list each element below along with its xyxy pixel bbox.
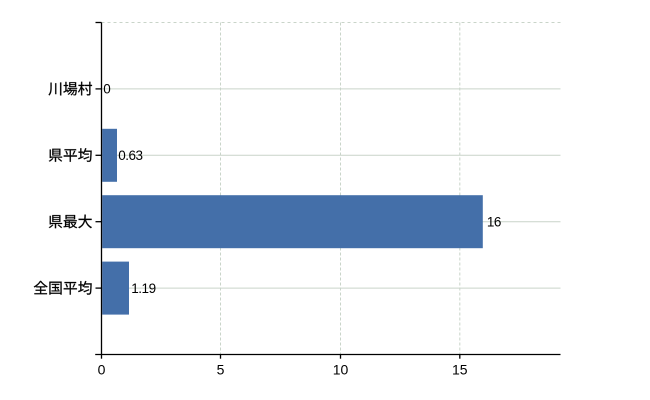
svg-text:0: 0 <box>103 82 110 97</box>
svg-text:0: 0 <box>98 362 106 378</box>
svg-text:16: 16 <box>487 215 501 230</box>
svg-text:1.19: 1.19 <box>131 281 155 296</box>
svg-text:10: 10 <box>333 362 349 378</box>
svg-text:15: 15 <box>452 362 468 378</box>
svg-text:0.63: 0.63 <box>118 148 142 163</box>
svg-text:5: 5 <box>217 362 225 378</box>
